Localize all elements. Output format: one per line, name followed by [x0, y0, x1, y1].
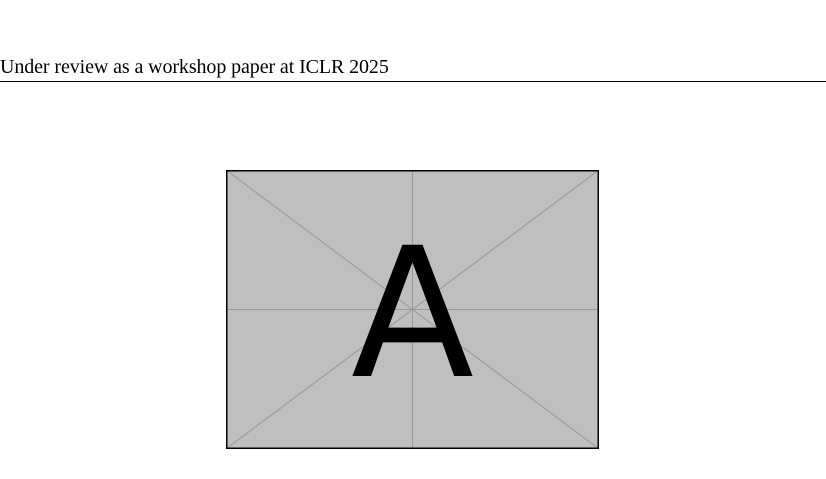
- placeholder-letter: A: [351, 210, 474, 419]
- placeholder-image-icon: A: [226, 170, 599, 449]
- header-rule: [0, 81, 826, 82]
- placeholder-border: [226, 170, 599, 449]
- figure-placeholder: A: [226, 170, 599, 449]
- running-header: Under review as a workshop paper at ICLR…: [0, 56, 389, 78]
